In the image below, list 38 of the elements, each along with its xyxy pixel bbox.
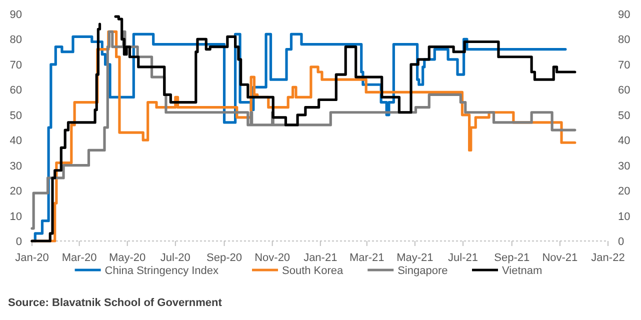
y2-tick-label: 70 xyxy=(618,59,630,72)
y-tick-label: 20 xyxy=(10,186,22,198)
y-tick-label: 40 xyxy=(10,135,22,148)
y-tick-label: 70 xyxy=(10,59,22,72)
x-tick-label: Mar-20 xyxy=(62,252,97,264)
y-tick-label: 50 xyxy=(10,110,22,122)
y-tick-label: 0 xyxy=(16,236,22,248)
x-tick-label: May-21 xyxy=(396,252,434,264)
x-tick-label: May-20 xyxy=(109,252,146,264)
y2-tick-label: 0 xyxy=(618,236,624,248)
y2-tick-label: 90 xyxy=(618,9,630,21)
x-tick-label: Sep-21 xyxy=(494,252,530,264)
x-tick-label: Jul-20 xyxy=(160,252,190,264)
x-tick-label: Sep-20 xyxy=(206,252,242,264)
y2-tick-label: 40 xyxy=(618,135,630,148)
y2-tick-label: 20 xyxy=(618,186,630,198)
y-tick-label: 80 xyxy=(10,34,22,46)
x-tick-label: Jan-20 xyxy=(15,252,49,264)
x-tick-label: Jul-21 xyxy=(448,252,478,264)
y2-tick-label: 10 xyxy=(618,210,630,223)
source-note: Source: Blavatnik School of Government xyxy=(8,297,222,309)
legend-label: China Stringency Index xyxy=(104,265,220,277)
x-tick-label: Mar-21 xyxy=(349,252,384,264)
x-tick-label: Jan-22 xyxy=(591,252,625,264)
y-tick-label: 90 xyxy=(10,9,22,21)
y2-tick-label: 80 xyxy=(618,34,630,46)
x-tick-label: Nov-21 xyxy=(542,252,578,264)
y2-tick-label: 50 xyxy=(618,110,630,122)
x-tick-label: Jan-21 xyxy=(304,252,338,264)
legend-label: Singapore xyxy=(398,265,448,277)
y-tick-label: 60 xyxy=(10,84,22,97)
y-tick-label: 30 xyxy=(10,160,22,172)
legend-label: South Korea xyxy=(282,265,344,277)
y-tick-label: 10 xyxy=(10,210,22,223)
y2-tick-label: 30 xyxy=(618,160,630,172)
legend-label: Vietnam xyxy=(502,265,542,277)
x-tick-label: Nov-20 xyxy=(254,252,290,264)
y2-tick-label: 60 xyxy=(618,84,630,97)
